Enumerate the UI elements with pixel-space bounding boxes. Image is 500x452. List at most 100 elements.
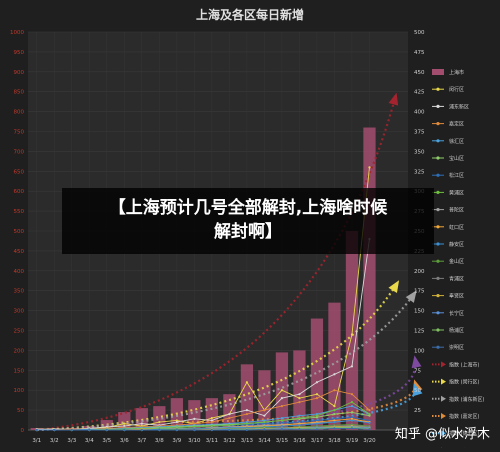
y-tick-left: 300 xyxy=(14,309,25,315)
district-point xyxy=(193,422,196,425)
y-tick-right: 475 xyxy=(414,50,425,56)
y-tick-right: 450 xyxy=(414,70,425,76)
district-point xyxy=(315,412,319,416)
chart-title: 上海及各区每日新增 xyxy=(196,7,304,22)
district-point xyxy=(315,397,319,400)
legend-label: 崇明区 xyxy=(449,344,464,351)
legend-marker xyxy=(436,328,440,332)
legend-label: 青浦区 xyxy=(449,275,464,282)
bar xyxy=(328,302,341,430)
district-point xyxy=(333,412,336,416)
district-point xyxy=(53,428,56,432)
y-tick-left: 450 xyxy=(14,249,25,255)
y-tick-left: 900 xyxy=(14,70,25,76)
trend-lines xyxy=(36,92,423,432)
district-point xyxy=(368,419,371,422)
legend-marker xyxy=(441,395,446,402)
y-tick-right: 200 xyxy=(414,269,425,275)
legend-label: 嘉定区 xyxy=(449,121,464,128)
legend-marker xyxy=(436,294,440,298)
district-point xyxy=(105,425,108,428)
legend-label: 静安区 xyxy=(449,241,464,248)
district-point xyxy=(245,409,248,412)
district-point xyxy=(245,412,248,416)
district-point xyxy=(263,419,266,422)
district-point xyxy=(280,405,284,408)
district-point xyxy=(298,414,301,417)
legend-label: 指数 (徐汇区) xyxy=(449,430,480,437)
y-tick-left: 50 xyxy=(17,408,24,414)
headline-banner: 【上海预计几号全部解封,上海啥时候 解封啊】 xyxy=(62,188,434,254)
legend-label: 奉贤区 xyxy=(449,293,464,300)
district-point xyxy=(105,428,108,432)
district-point xyxy=(140,428,143,432)
legend-label: 宝山区 xyxy=(449,155,464,162)
bar xyxy=(153,406,166,430)
district-point xyxy=(368,421,371,424)
legend-label: 指数 (上海市) xyxy=(449,361,480,368)
district-point xyxy=(315,416,319,419)
district-point xyxy=(280,397,284,400)
y-tick-left: 850 xyxy=(14,90,25,96)
x-tick-label: 3/9 xyxy=(172,438,181,444)
x-tick-label: 3/2 xyxy=(50,438,59,444)
district-point xyxy=(140,422,143,425)
legend-marker xyxy=(436,311,440,315)
grid xyxy=(28,31,408,431)
y-tick-left: 700 xyxy=(14,149,25,155)
district-point xyxy=(350,417,354,420)
trend-arrowhead xyxy=(412,383,423,397)
y-tick-left: 100 xyxy=(14,388,25,394)
y-tick-left: 800 xyxy=(14,110,25,116)
district-point xyxy=(333,419,336,422)
district-point xyxy=(280,424,284,428)
legend-marker xyxy=(436,173,440,177)
y-tick-left: 550 xyxy=(14,209,25,215)
district-point xyxy=(245,422,248,425)
district-point xyxy=(280,419,284,422)
legend-marker xyxy=(436,87,440,91)
district-point xyxy=(298,397,301,400)
y-tick-right: 375 xyxy=(414,130,425,136)
district-point xyxy=(350,419,354,422)
y-tick-right: 0 xyxy=(414,428,418,434)
y-tick-left: 650 xyxy=(14,169,25,175)
district-point xyxy=(245,420,248,424)
district-point xyxy=(280,416,284,420)
y-tick-right: 175 xyxy=(414,289,425,295)
bar xyxy=(310,318,324,430)
legend-marker xyxy=(436,139,440,143)
x-tick-label: 3/18 xyxy=(328,438,341,444)
district-point xyxy=(228,412,231,416)
district-point xyxy=(70,428,73,432)
district-point xyxy=(298,420,301,424)
x-tick-label: 3/17 xyxy=(311,438,324,444)
legend-label: 杨浦区 xyxy=(449,327,464,334)
district-point xyxy=(350,333,354,336)
x-tick-label: 3/13 xyxy=(241,438,254,444)
district-point xyxy=(193,417,196,420)
x-tick-label: 3/10 xyxy=(188,438,201,444)
x-tick-label: 3/20 xyxy=(363,438,376,444)
y-tick-left: 250 xyxy=(14,329,25,335)
district-line xyxy=(36,238,370,430)
y-tick-left: 150 xyxy=(14,368,25,374)
legend-label: 闵行区 xyxy=(449,86,464,93)
y-tick-left: 0 xyxy=(21,428,25,434)
district-point xyxy=(368,428,371,431)
district-point xyxy=(350,411,354,414)
y-tick-left: 950 xyxy=(14,50,25,56)
district-point xyxy=(210,419,213,422)
legend-swatch xyxy=(432,69,444,75)
x-tick-label: 3/6 xyxy=(120,438,129,444)
district-point xyxy=(350,393,354,396)
district-point xyxy=(315,422,319,425)
x-tick-label: 3/16 xyxy=(293,438,306,444)
y-tick-right: 125 xyxy=(414,329,425,335)
district-point xyxy=(210,424,213,428)
x-tick-label: 3/19 xyxy=(346,438,359,444)
district-point xyxy=(263,422,266,425)
x-tick-label: 3/4 xyxy=(85,438,94,444)
legend-marker xyxy=(441,413,446,419)
y-tick-right: 150 xyxy=(414,309,425,315)
